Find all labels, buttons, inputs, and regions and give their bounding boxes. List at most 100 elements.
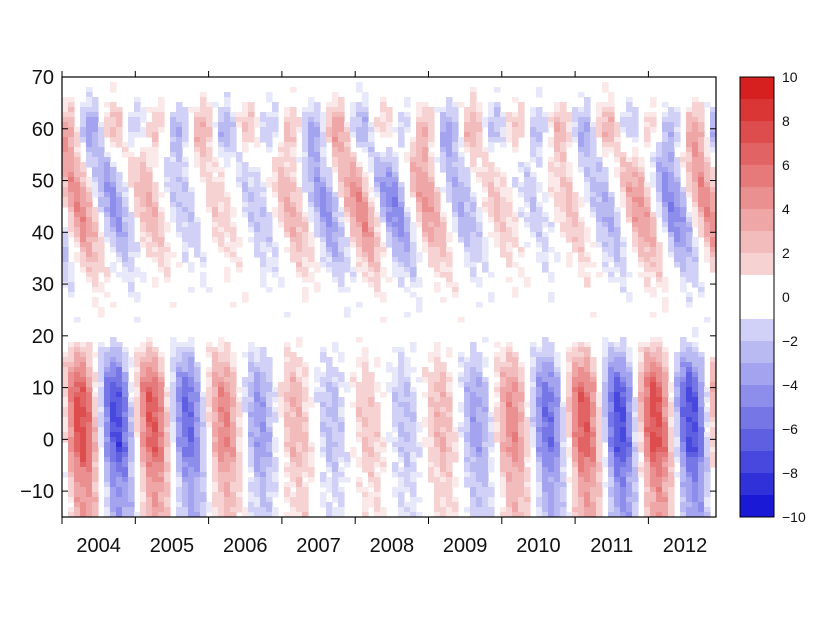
heatmap-cell [272, 387, 279, 393]
heatmap-cell [266, 257, 273, 263]
heatmap-cell [248, 477, 255, 483]
heatmap-cell [326, 422, 333, 428]
heatmap-cell [80, 137, 87, 143]
heatmap-cell [434, 342, 441, 348]
heatmap-cell [80, 357, 87, 363]
heatmap-cell [530, 377, 537, 383]
heatmap-cell [176, 147, 183, 153]
heatmap-cell [200, 117, 207, 123]
heatmap-cell [410, 242, 417, 248]
heatmap-cell [332, 227, 339, 233]
heatmap-cell [488, 177, 495, 183]
heatmap-cell [98, 382, 105, 388]
heatmap-cell [410, 502, 417, 508]
heatmap-cell [452, 167, 459, 173]
heatmap-cell [62, 202, 69, 208]
heatmap-cell [260, 402, 267, 408]
heatmap-cell [560, 137, 567, 143]
heatmap-cell [542, 397, 549, 403]
heatmap-cell [404, 402, 411, 408]
heatmap-cell [278, 402, 285, 408]
heatmap-cell [470, 147, 477, 153]
heatmap-cell [68, 172, 75, 178]
heatmap-cell [182, 402, 189, 408]
heatmap-cell [128, 397, 135, 403]
heatmap-cell [578, 217, 585, 223]
heatmap-cell [200, 417, 207, 423]
heatmap-cell [590, 187, 597, 193]
heatmap-cell [242, 407, 249, 413]
heatmap-cell [614, 412, 621, 418]
heatmap-cell [140, 402, 147, 408]
heatmap-cell [326, 247, 333, 253]
heatmap-cell [308, 147, 315, 153]
heatmap-cell [452, 187, 459, 193]
heatmap-cell [356, 397, 363, 403]
heatmap-cell [68, 117, 75, 123]
heatmap-cell [410, 227, 417, 233]
heatmap-cell [398, 407, 405, 413]
heatmap-cell [560, 107, 567, 113]
heatmap-cell [518, 417, 525, 423]
heatmap-cell [572, 402, 579, 408]
heatmap-cell [416, 297, 423, 303]
heatmap-cell [338, 442, 345, 448]
heatmap-cell [374, 272, 381, 278]
heatmap-cell [410, 187, 417, 193]
heatmap-cell [362, 187, 369, 193]
heatmap-cell [536, 452, 543, 458]
heatmap-cell [92, 167, 99, 173]
heatmap-cell [314, 207, 321, 213]
heatmap-cell [584, 482, 591, 488]
heatmap-cell [344, 267, 351, 273]
heatmap-cell [254, 237, 261, 243]
heatmap-cell [590, 212, 597, 218]
heatmap-cell [434, 207, 441, 213]
heatmap-cell [152, 242, 159, 248]
heatmap-cell [116, 357, 123, 363]
heatmap-cell [554, 447, 561, 453]
heatmap-cell [446, 392, 453, 398]
heatmap-cell [362, 412, 369, 418]
heatmap-cell [284, 412, 291, 418]
heatmap-cell [272, 267, 279, 273]
heatmap-cell [482, 427, 489, 433]
heatmap-cell [416, 427, 423, 433]
heatmap-cell [302, 247, 309, 253]
heatmap-cell [392, 382, 399, 388]
heatmap-cell [548, 432, 555, 438]
heatmap-cell [398, 217, 405, 223]
heatmap-cell [104, 457, 111, 463]
heatmap-cell [194, 232, 201, 238]
heatmap-cell [290, 437, 297, 443]
heatmap-cell [152, 107, 159, 113]
heatmap-cell [62, 247, 69, 253]
heatmap-cell [92, 412, 99, 418]
heatmap-cell [398, 272, 405, 278]
heatmap-cell [404, 362, 411, 368]
heatmap-cell [224, 247, 231, 253]
heatmap-cell [290, 407, 297, 413]
heatmap-cell [302, 427, 309, 433]
heatmap-cell [218, 227, 225, 233]
heatmap-cell [224, 492, 231, 498]
heatmap-cell [98, 287, 105, 293]
heatmap-cell [158, 432, 165, 438]
heatmap-cell [368, 132, 375, 138]
heatmap-cell [410, 247, 417, 253]
heatmap-cell [230, 357, 237, 363]
heatmap-cell [338, 377, 345, 383]
heatmap-cell [182, 422, 189, 428]
heatmap-cell [116, 222, 123, 228]
heatmap-cell [512, 412, 519, 418]
heatmap-cell [314, 367, 321, 373]
heatmap-cell [452, 437, 459, 443]
heatmap-cell [170, 192, 177, 198]
heatmap-cell [302, 272, 309, 278]
heatmap-cell [320, 352, 327, 358]
heatmap-cell [512, 427, 519, 433]
heatmap-cell [572, 387, 579, 393]
heatmap-cell [596, 407, 603, 413]
heatmap-cell [230, 212, 237, 218]
heatmap-cell [116, 217, 123, 223]
